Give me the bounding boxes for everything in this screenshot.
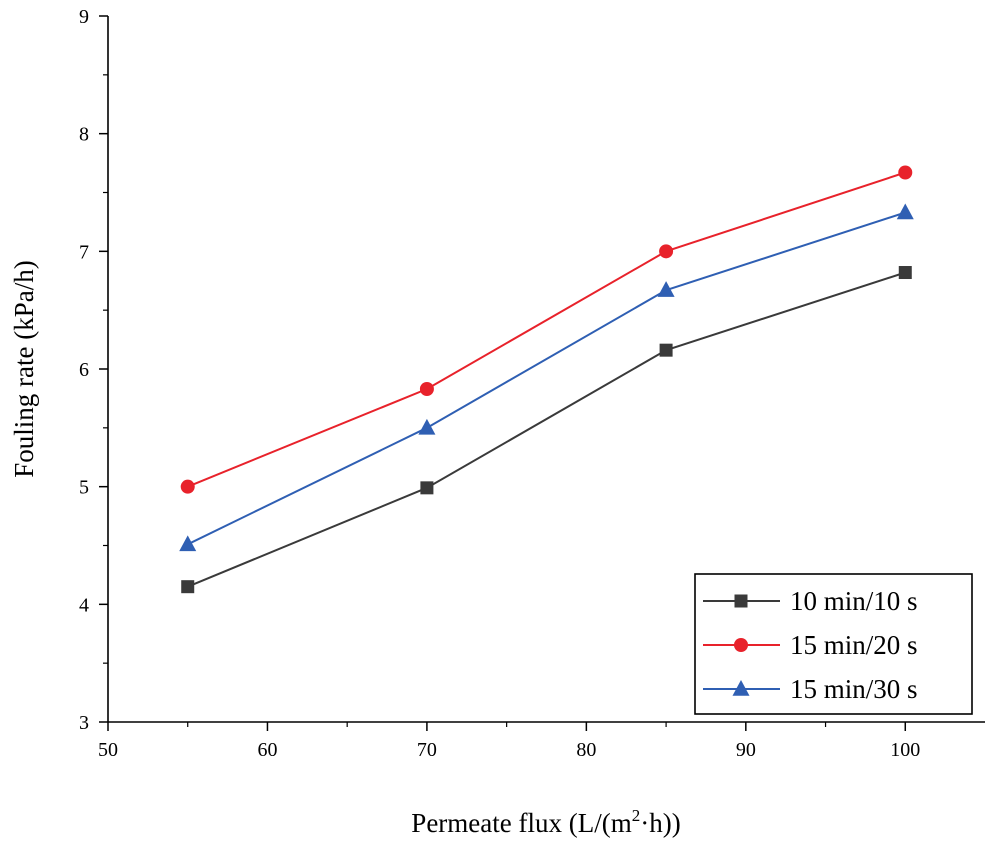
x-axis-title: Permeate flux (L/(m2·h)) [411,806,680,838]
x-tick-label: 100 [890,739,920,761]
series-line [187,271,906,588]
x-tick-label: 70 [417,739,437,761]
x-tick-label: 60 [257,739,277,761]
series-2 [180,165,913,494]
x-axis-title-main: Permeate flux (L/(m [411,808,631,838]
y-tick-label: 9 [79,6,89,28]
series-3 [179,203,914,552]
x-tick-label: 50 [98,739,118,761]
x-axis-title-superscript: 2 [632,806,641,825]
series-layer [179,165,914,594]
series-1 [181,266,912,594]
x-tick-label: 90 [736,739,756,761]
data-point [896,203,914,220]
legend-label: 15 min/20 s [790,630,918,660]
legend-label: 10 min/10 s [790,586,918,616]
series-line [187,211,906,546]
data-point [181,580,195,594]
y-tick-label: 8 [79,124,89,146]
y-tick-label: 6 [79,359,89,381]
x-axis-title-tail: ·h)) [640,808,680,838]
y-tick-label: 3 [79,712,89,734]
data-point [179,535,197,552]
y-tick-label: 4 [79,594,89,616]
data-point [419,382,434,397]
x-tick-label: 80 [576,739,596,761]
y-axis-title: Fouling rate (kPa/h) [9,260,39,477]
data-point [898,165,913,180]
legend-label: 15 min/30 s [790,674,918,704]
legend-marker [734,594,748,608]
x-axis-ticks: 50 60 70 80 90 100 [98,722,920,761]
data-point [420,481,434,495]
data-point [180,479,195,494]
data-point [898,266,912,280]
legend: 10 min/10 s 15 min/20 s 15 min/30 s [694,573,973,715]
data-point [659,244,674,259]
data-point [657,281,675,297]
legend-marker [734,638,748,652]
y-tick-label: 5 [79,477,89,499]
y-axis-ticks: 3 4 5 6 7 8 9 [79,6,108,734]
data-point [418,418,436,435]
y-tick-label: 7 [79,241,89,263]
legend-marker [732,680,750,696]
series-line [187,171,906,488]
data-point [659,343,673,357]
